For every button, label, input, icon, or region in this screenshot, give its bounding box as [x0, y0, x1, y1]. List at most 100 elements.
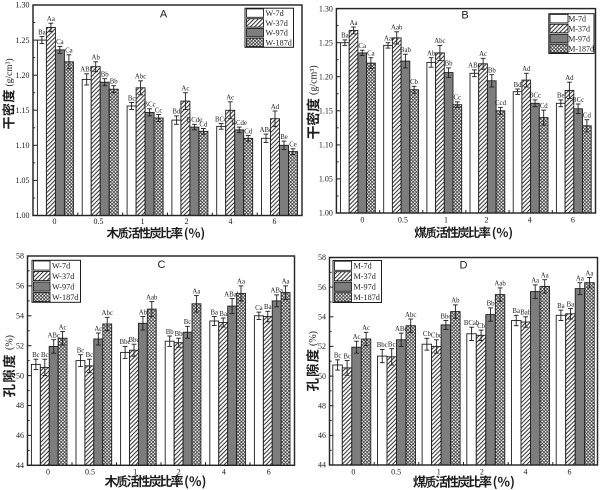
svg-text:M-7d: M-7d	[568, 15, 586, 24]
svg-text:M-187d: M-187d	[354, 293, 380, 302]
svg-text:W-7d: W-7d	[52, 261, 70, 270]
svg-text:Cd: Cd	[583, 113, 592, 120]
svg-text:Bb: Bb	[445, 61, 454, 68]
svg-text:2: 2	[177, 468, 181, 477]
svg-text:Bc: Bc	[128, 95, 136, 102]
svg-text:ABd: ABd	[260, 127, 273, 134]
svg-text:Aa: Aa	[541, 273, 549, 280]
svg-text:M-37d: M-37d	[568, 25, 590, 34]
svg-text:Ba: Ba	[219, 311, 227, 318]
svg-text:Be: Be	[557, 93, 565, 100]
svg-text:1.20: 1.20	[319, 72, 333, 81]
svg-text:56: 56	[16, 282, 24, 291]
svg-text:B: B	[461, 10, 468, 22]
svg-text:Bc: Bc	[86, 352, 94, 359]
svg-text:(%): (%)	[4, 335, 15, 350]
svg-text:ABc: ABc	[47, 333, 59, 340]
svg-text:54: 54	[16, 312, 24, 321]
svg-text:50: 50	[16, 371, 24, 380]
svg-text:1.20: 1.20	[16, 71, 30, 80]
svg-text:C: C	[158, 259, 166, 271]
svg-text:6: 6	[267, 468, 271, 477]
svg-text:Ac: Ac	[353, 334, 361, 341]
svg-text:M-187d: M-187d	[568, 44, 594, 53]
svg-text:48: 48	[16, 401, 24, 410]
svg-text:Bbc: Bbc	[120, 339, 131, 346]
svg-text:1: 1	[141, 217, 145, 226]
svg-text:1.30: 1.30	[16, 1, 30, 10]
svg-text:Bc: Bc	[184, 319, 192, 326]
svg-text:Ca: Ca	[255, 305, 263, 312]
svg-text:Ba: Ba	[557, 303, 565, 310]
svg-text:Abc: Abc	[405, 312, 416, 319]
svg-text:Abc: Abc	[434, 38, 445, 45]
svg-text:Ccd: Ccd	[495, 100, 507, 107]
svg-text:BCc: BCc	[572, 97, 584, 104]
svg-text:Bb: Bb	[110, 79, 119, 86]
svg-text:Bab: Bab	[400, 47, 412, 54]
svg-text:(g/cm³): (g/cm³)	[308, 65, 319, 95]
svg-text:W-37d: W-37d	[266, 19, 288, 28]
svg-text:M-37d: M-37d	[354, 272, 376, 281]
svg-text:50: 50	[318, 372, 326, 381]
svg-text:0: 0	[46, 468, 50, 477]
svg-text:BCc: BCc	[144, 102, 156, 109]
svg-text:Bb: Bb	[101, 72, 110, 79]
svg-text:0.5: 0.5	[398, 216, 408, 225]
svg-text:1.25: 1.25	[319, 38, 333, 47]
svg-text:M-97d: M-97d	[568, 35, 590, 44]
svg-text:Bc: Bc	[77, 348, 85, 355]
svg-text:58: 58	[318, 253, 326, 262]
svg-text:Aa: Aa	[350, 20, 358, 27]
svg-text:Ad: Ad	[271, 104, 280, 111]
svg-text:ABb: ABb	[80, 67, 93, 74]
svg-text:1.10: 1.10	[16, 141, 30, 150]
svg-text:Cbc: Cbc	[431, 333, 442, 340]
svg-text:Bd: Bd	[514, 82, 523, 89]
svg-text:2: 2	[480, 468, 484, 477]
svg-text:1.00: 1.00	[16, 211, 30, 220]
svg-text:(%): (%)	[308, 331, 319, 346]
svg-text:W-187d: W-187d	[266, 38, 292, 47]
svg-text:4: 4	[229, 217, 233, 226]
svg-text:Bc: Bc	[32, 352, 40, 359]
svg-text:Aa: Aa	[531, 278, 539, 285]
svg-text:Cb: Cb	[410, 79, 419, 86]
svg-text:ABc: ABc	[395, 326, 407, 333]
svg-text:1.05: 1.05	[16, 176, 30, 185]
svg-text:0.5: 0.5	[85, 468, 95, 477]
svg-text:Ca: Ca	[367, 51, 375, 58]
svg-text:46: 46	[318, 431, 326, 440]
svg-text:4: 4	[222, 468, 226, 477]
svg-text:Bd: Bd	[172, 109, 181, 116]
svg-text:1.25: 1.25	[16, 36, 30, 45]
svg-text:Aa: Aa	[384, 36, 392, 43]
svg-text:D: D	[460, 260, 468, 272]
svg-text:0: 0	[351, 468, 355, 477]
svg-text:Ac: Ac	[479, 51, 487, 58]
svg-text:Bc: Bc	[41, 352, 49, 359]
svg-text:1.10: 1.10	[319, 141, 333, 150]
svg-text:Bb: Bb	[166, 329, 175, 336]
svg-text:1: 1	[444, 216, 448, 225]
svg-text:Bb: Bb	[487, 301, 496, 308]
svg-text:BCde: BCde	[187, 117, 202, 124]
svg-text:Bc: Bc	[388, 342, 396, 349]
svg-text:1.30: 1.30	[319, 4, 333, 13]
svg-text:(g/cm³): (g/cm³)	[4, 58, 15, 86]
svg-text:Ce: Ce	[289, 142, 297, 149]
svg-text:Aa: Aa	[585, 270, 593, 277]
svg-text:54: 54	[318, 313, 326, 322]
svg-text:46: 46	[16, 431, 24, 440]
svg-text:Aab: Aab	[494, 281, 506, 288]
svg-text:6: 6	[571, 216, 575, 225]
svg-text:Be: Be	[280, 134, 288, 141]
svg-text:Ba: Ba	[567, 301, 575, 308]
svg-text:BCd: BCd	[215, 116, 228, 123]
svg-text:4: 4	[524, 468, 528, 477]
svg-text:58: 58	[16, 252, 24, 261]
svg-text:W-187d: W-187d	[52, 293, 78, 302]
svg-text:M-97d: M-97d	[354, 283, 376, 292]
svg-text:Aa: Aa	[192, 288, 200, 295]
svg-text:Ab: Ab	[427, 51, 436, 58]
